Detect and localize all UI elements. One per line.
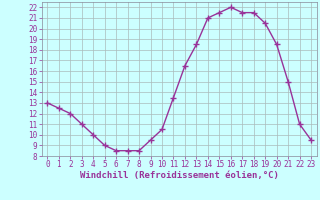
X-axis label: Windchill (Refroidissement éolien,°C): Windchill (Refroidissement éolien,°C)	[80, 171, 279, 180]
